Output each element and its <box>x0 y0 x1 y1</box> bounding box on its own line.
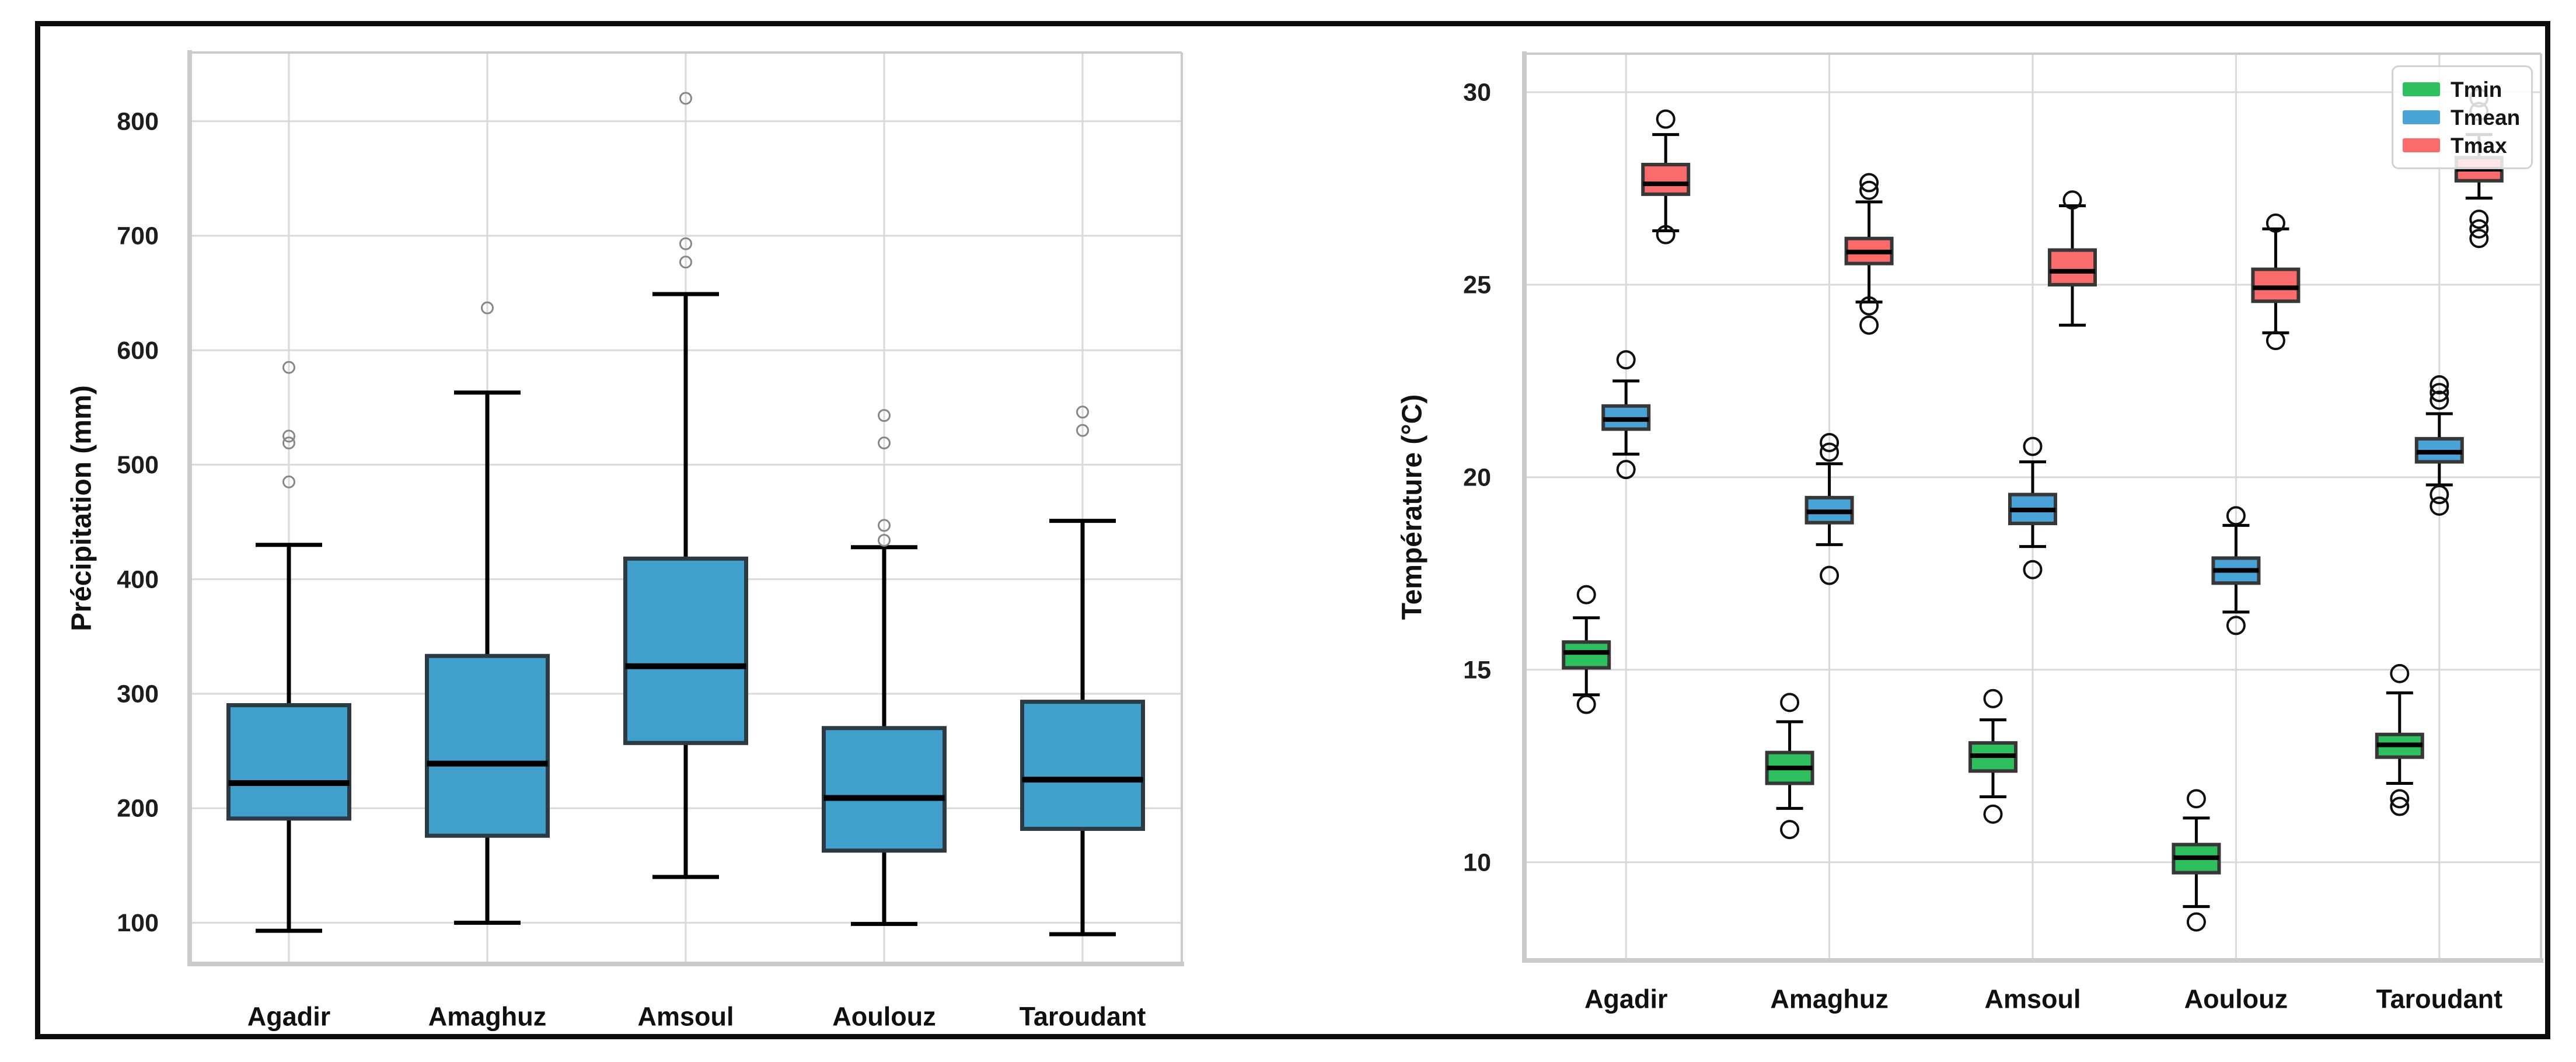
temp-tmean-amaghuz-outlier-point <box>1820 565 1839 585</box>
temp-ytick-label-15: 15 <box>1463 656 1491 684</box>
precip-ytick-label-700: 700 <box>117 222 159 250</box>
precip-xtick-label-amsoul: Amsoul <box>637 1001 734 1031</box>
precip-précipitation-aoulouz-outlier-point <box>878 533 891 547</box>
temp-tmean-taroudant-outlier-point <box>2430 485 2449 505</box>
precip-précipitation-amaghuz-box <box>425 654 550 838</box>
temp-tmax-amaghuz-outlier-point <box>1859 180 1879 200</box>
temp-tmin-amsoul-outlier-point <box>1983 804 2003 824</box>
precip-ytick-label-300: 300 <box>117 680 159 708</box>
temp-tmax-agadir-outlier-point <box>1656 109 1676 129</box>
temp-tmin-aoulouz-outlier-point <box>2186 789 2206 809</box>
tmax-color-swatch <box>2403 138 2440 152</box>
precip-précipitation-amsoul-box <box>623 556 748 745</box>
precip-ytick-label-100: 100 <box>117 909 159 937</box>
precip-ytick-label-500: 500 <box>117 451 159 479</box>
precip-précipitation-agadir-outlier-point <box>282 475 295 488</box>
legend: Tmin Tmean Tmax <box>2392 65 2533 169</box>
temp-ytick-label-25: 25 <box>1463 271 1491 299</box>
precip-précipitation-taroudant-outlier-point <box>1076 406 1089 419</box>
temp-tmean-aoulouz-outlier-point <box>2226 506 2246 526</box>
temp-tmean-amsoul-outlier-point <box>2023 436 2043 456</box>
temp-tmax-amsoul-outlier-point <box>2062 190 2082 210</box>
precip-précipitation-amsoul-outlier-point <box>679 92 692 105</box>
temp-tmin-taroudant-outlier-point <box>2390 663 2410 683</box>
temp-tmean-amsoul-outlier-point <box>2023 560 2043 579</box>
temp-tmean-taroudant-outlier-point <box>2430 375 2449 394</box>
precip-précipitation-aoulouz-outlier-point <box>878 409 891 422</box>
temp-tmin-amsoul-outlier-point <box>1983 689 2003 708</box>
precip-ytick-label-200: 200 <box>117 795 159 823</box>
legend-item-tmin: Tmin <box>2403 75 2522 103</box>
precip-précipitation-aoulouz-outlier-point <box>878 436 891 450</box>
temperature-y-axis-label: Température (°C) <box>1397 394 1428 620</box>
temp-tmax-taroudant-outlier-point <box>2469 219 2489 239</box>
temp-tmin-amaghuz-outlier-point <box>1780 820 1800 840</box>
temp-tmax-amaghuz-outlier-point <box>1859 173 1879 193</box>
temp-tmax-amaghuz-outlier-point <box>1859 315 1879 335</box>
precip-précipitation-aoulouz-outlier-point <box>878 519 891 532</box>
precip-xtick-label-taroudant: Taroudant <box>1020 1001 1146 1031</box>
temp-tmax-amaghuz-outlier-point <box>1859 296 1879 316</box>
temp-tmean-aoulouz-outlier-point <box>2226 616 2246 635</box>
legend-item-tmean: Tmean <box>2403 103 2522 131</box>
temp-tmean-taroudant-outlier-point <box>2430 496 2449 516</box>
temp-xtick-label-aoulouz: Aoulouz <box>2184 984 2288 1014</box>
temp-tmax-taroudant-outlier-point <box>2469 229 2489 249</box>
temp-tmin-taroudant-outlier-point <box>2390 789 2410 809</box>
precip-précipitation-agadir-outlier-point <box>282 429 295 443</box>
temp-tmean-taroudant-outlier-point <box>2430 390 2449 410</box>
tmin-color-swatch <box>2403 82 2440 96</box>
precip-précipitation-amsoul-outlier-point <box>679 256 692 269</box>
temp-tmean-agadir-outlier-point <box>1616 350 1636 370</box>
tmean-color-swatch <box>2403 110 2440 124</box>
precip-précipitation-agadir-box <box>226 703 351 821</box>
temp-tmax-agadir-outlier-point <box>1656 225 1676 244</box>
precip-xtick-label-aoulouz: Aoulouz <box>832 1001 936 1031</box>
legend-label-tmax: Tmax <box>2451 133 2507 158</box>
legend-item-tmax: Tmax <box>2403 131 2522 159</box>
legend-label-tmean: Tmean <box>2451 105 2521 130</box>
temp-ytick-label-30: 30 <box>1463 79 1491 107</box>
precip-précipitation-agadir-outlier-point <box>282 436 295 450</box>
temp-ytick-label-10: 10 <box>1463 848 1491 876</box>
temp-tmax-amsoul-box <box>2048 248 2097 287</box>
temp-xtick-label-amsoul: Amsoul <box>1984 984 2081 1014</box>
precip-xtick-label-agadir: Agadir <box>247 1001 331 1031</box>
precip-xtick-label-amaghuz: Amaghuz <box>428 1001 547 1031</box>
temp-tmin-aoulouz-outlier-point <box>2186 912 2206 932</box>
precip-ytick-label-800: 800 <box>117 107 159 135</box>
precip-précipitation-amaghuz-outlier-point <box>481 301 494 315</box>
temp-tmax-aoulouz-box <box>2251 267 2301 303</box>
precip-précipitation-amsoul-outlier-point <box>679 237 692 250</box>
legend-label-tmin: Tmin <box>2451 77 2502 102</box>
temp-tmin-agadir-outlier-point <box>1576 585 1596 605</box>
precip-précipitation-aoulouz-box <box>822 726 947 853</box>
precipitation-y-axis-label: Précipitation (mm) <box>66 385 97 631</box>
temp-tmean-taroudant-outlier-point <box>2430 383 2449 403</box>
temp-tmin-agadir-box <box>1562 640 1611 670</box>
temp-tmax-aoulouz-outlier-point <box>2266 331 2285 351</box>
precip-ytick-label-600: 600 <box>117 337 159 365</box>
temp-xtick-label-amaghuz: Amaghuz <box>1770 984 1889 1014</box>
temp-tmax-taroudant-outlier-point <box>2469 209 2489 229</box>
temp-tmin-amaghuz-outlier-point <box>1780 693 1800 712</box>
temp-tmean-agadir-outlier-point <box>1616 460 1636 480</box>
temp-tmin-taroudant-outlier-point <box>2390 796 2410 816</box>
precip-précipitation-agadir-outlier-point <box>282 361 295 374</box>
temp-tmax-aoulouz-outlier-point <box>2266 213 2285 233</box>
temp-tmean-amaghuz-outlier-point <box>1820 432 1839 452</box>
temp-tmean-amaghuz-outlier-point <box>1820 442 1839 462</box>
temp-tmin-agadir-outlier-point <box>1576 694 1596 714</box>
precip-précipitation-taroudant-box <box>1020 700 1145 831</box>
temp-xtick-label-taroudant: Taroudant <box>2376 984 2502 1014</box>
temp-xtick-label-agadir: Agadir <box>1584 984 1668 1014</box>
precip-précipitation-taroudant-outlier-point <box>1076 424 1089 437</box>
temp-ytick-label-20: 20 <box>1463 463 1491 491</box>
precip-ytick-label-400: 400 <box>117 565 159 593</box>
temp-tmax-agadir-box <box>1641 163 1691 196</box>
figure-border-frame <box>35 21 2550 1039</box>
